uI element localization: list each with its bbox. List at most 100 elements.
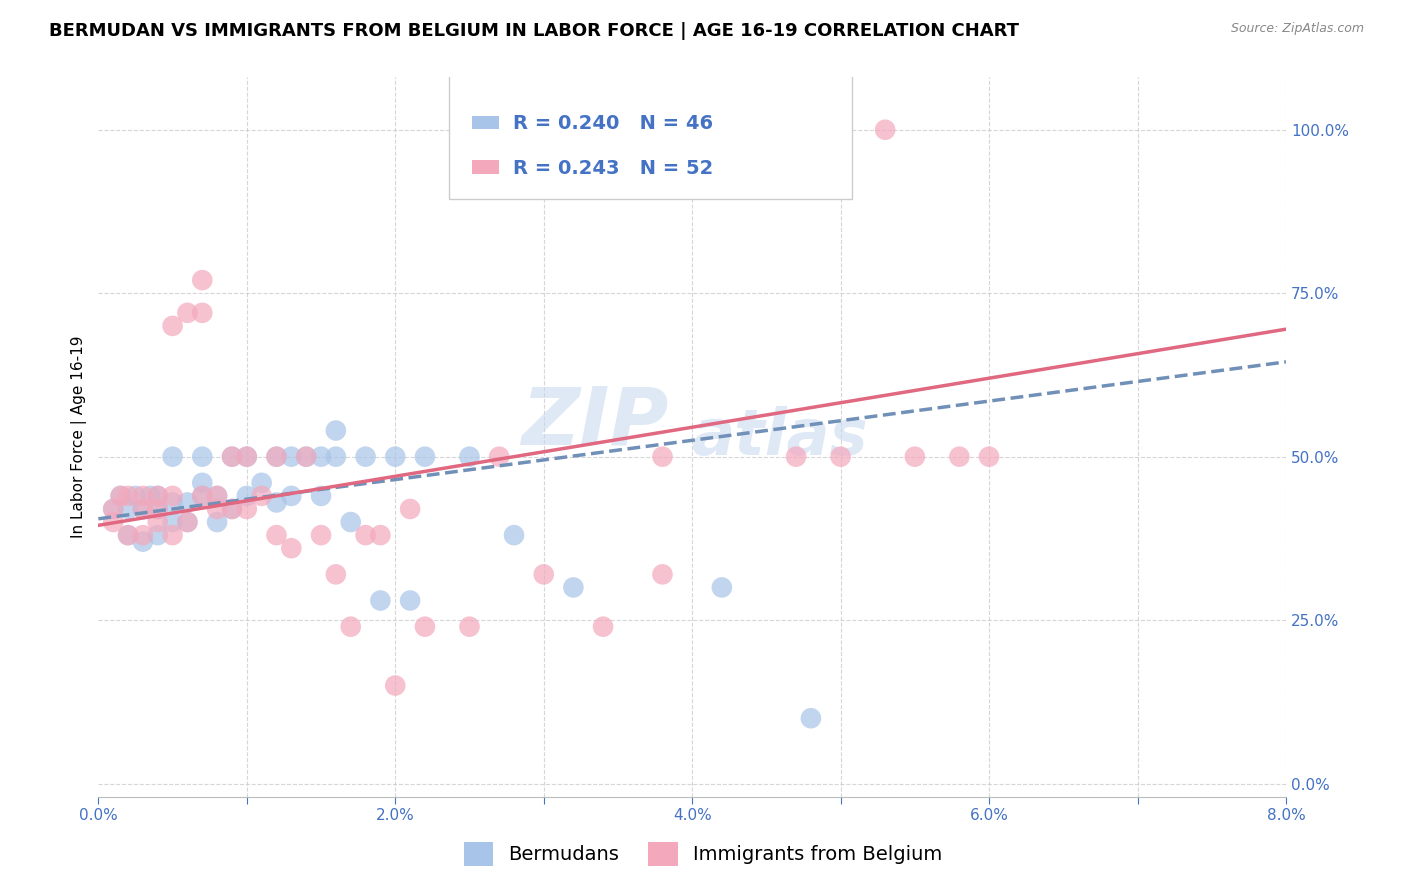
Point <box>162 450 184 464</box>
Point <box>146 528 169 542</box>
Point <box>339 620 361 634</box>
Point <box>266 450 288 464</box>
Point <box>562 581 585 595</box>
Point <box>146 502 169 516</box>
Point <box>191 475 214 490</box>
Point <box>710 122 733 136</box>
Point <box>266 528 288 542</box>
Point <box>110 489 132 503</box>
Point <box>139 489 162 503</box>
Text: Source: ZipAtlas.com: Source: ZipAtlas.com <box>1230 22 1364 36</box>
Point <box>977 450 1000 464</box>
Point <box>124 489 146 503</box>
Point <box>162 495 184 509</box>
Point <box>830 450 852 464</box>
Point <box>592 620 614 634</box>
Point <box>354 528 377 542</box>
Point <box>651 567 673 582</box>
Point <box>132 528 155 542</box>
Point <box>162 515 184 529</box>
Point <box>236 489 259 503</box>
Point <box>221 502 243 516</box>
Point <box>280 541 302 556</box>
Point <box>280 450 302 464</box>
Point <box>785 450 807 464</box>
Point <box>309 528 332 542</box>
Point <box>533 567 555 582</box>
Point <box>413 620 436 634</box>
Point <box>205 489 228 503</box>
Point <box>176 515 198 529</box>
Point <box>162 528 184 542</box>
Point <box>280 489 302 503</box>
Point <box>103 515 125 529</box>
Point <box>162 489 184 503</box>
Point <box>370 593 392 607</box>
Point <box>221 450 243 464</box>
Point <box>503 528 526 542</box>
Point <box>266 495 288 509</box>
Point <box>325 424 347 438</box>
Point <box>146 515 169 529</box>
Point <box>325 567 347 582</box>
Point <box>904 450 927 464</box>
Point <box>191 306 214 320</box>
Point <box>205 502 228 516</box>
Text: R = 0.243   N = 52: R = 0.243 N = 52 <box>513 159 713 178</box>
Point <box>295 450 318 464</box>
Point <box>339 515 361 529</box>
Point <box>399 502 422 516</box>
Point <box>132 502 155 516</box>
Point <box>250 489 273 503</box>
Point <box>236 450 259 464</box>
Point <box>384 450 406 464</box>
Point <box>458 450 481 464</box>
Point <box>191 489 214 503</box>
FancyBboxPatch shape <box>472 161 499 174</box>
Point <box>503 122 526 136</box>
Point <box>117 528 139 542</box>
Point <box>399 593 422 607</box>
Y-axis label: In Labor Force | Age 16-19: In Labor Force | Age 16-19 <box>72 335 87 538</box>
Point <box>132 534 155 549</box>
Text: BERMUDAN VS IMMIGRANTS FROM BELGIUM IN LABOR FORCE | AGE 16-19 CORRELATION CHART: BERMUDAN VS IMMIGRANTS FROM BELGIUM IN L… <box>49 22 1019 40</box>
Point <box>309 450 332 464</box>
Point <box>162 318 184 333</box>
Point <box>710 581 733 595</box>
Point <box>132 489 155 503</box>
Point <box>191 450 214 464</box>
Point <box>146 502 169 516</box>
Point <box>110 489 132 503</box>
Point <box>236 450 259 464</box>
Point <box>221 502 243 516</box>
Point <box>103 502 125 516</box>
Point <box>384 679 406 693</box>
Legend: Bermudans, Immigrants from Belgium: Bermudans, Immigrants from Belgium <box>456 834 950 873</box>
Point <box>295 450 318 464</box>
Point <box>266 450 288 464</box>
FancyBboxPatch shape <box>472 116 499 129</box>
Point <box>117 502 139 516</box>
Point <box>146 489 169 503</box>
Point <box>800 711 823 725</box>
FancyBboxPatch shape <box>449 74 852 199</box>
Text: atlas: atlas <box>692 406 869 468</box>
Point <box>875 122 897 136</box>
Point <box>176 515 198 529</box>
Point <box>132 502 155 516</box>
Point <box>309 489 332 503</box>
Point <box>488 450 510 464</box>
Point <box>413 450 436 464</box>
Point <box>103 502 125 516</box>
Point <box>117 528 139 542</box>
Point <box>370 528 392 542</box>
Point <box>250 475 273 490</box>
Point <box>651 450 673 464</box>
Point <box>191 489 214 503</box>
Point <box>236 502 259 516</box>
Point <box>221 450 243 464</box>
Point <box>948 450 970 464</box>
Point <box>176 306 198 320</box>
Point <box>191 273 214 287</box>
Point <box>146 489 169 503</box>
